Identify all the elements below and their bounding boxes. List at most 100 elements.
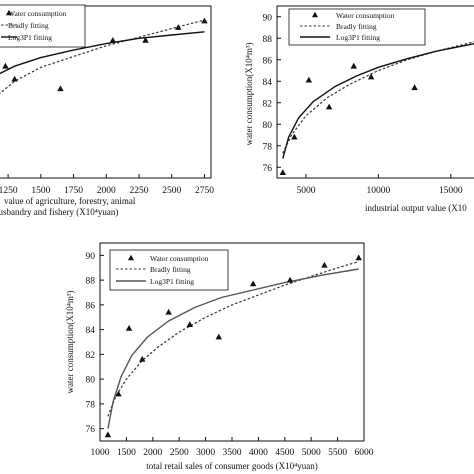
legend-marker-water (5, 9, 13, 16)
x-tick-label: 6000 (355, 448, 374, 458)
legend-label-water: Water consumption (150, 254, 209, 263)
x-tick-group: 1250 1500 1750 2000 2250 2500 2750 (0, 174, 214, 196)
water-consumption-point (142, 37, 149, 43)
y-tick-label: 88 (86, 277, 96, 287)
x-tick-label: 1250 (0, 186, 18, 196)
legend-label-bradly: Bradly fitting (336, 22, 377, 31)
log3p1-fit-line (107, 268, 359, 429)
water-consumption-point (165, 308, 172, 315)
legend-box (288, 8, 426, 46)
panel-retail: 1000 1500 2000 2500 3000 3500 4000 4500 5000 5500… (65, 242, 374, 471)
y-tick-label: 82 (263, 99, 273, 109)
y-tick-label: 76 (86, 425, 96, 435)
panel-industrial: 5000 10000 15000 76 78 80 82 84 86 88 90 Water con… (244, 5, 474, 213)
water-consumption-point (411, 84, 418, 91)
data-points (279, 62, 418, 176)
y-tick-label: 80 (86, 376, 96, 386)
legend-label-bradly: Bradly fitting (150, 265, 191, 274)
water-consumption-point (279, 169, 287, 176)
y-tick-label: 86 (263, 56, 273, 66)
legend-label-log3p1: Log3P1 fitting (150, 277, 194, 286)
water-consumption-point (104, 431, 112, 438)
y-tick-label: 90 (86, 252, 96, 262)
water-consumption-point (125, 324, 133, 331)
water-consumption-point (186, 321, 193, 328)
x-tick-label: 2750 (195, 186, 214, 196)
x-tick-label: 2000 (97, 186, 116, 196)
x-tick-label: 1500 (117, 448, 136, 458)
y-tick-label: 84 (86, 326, 96, 336)
fit-lines (282, 41, 474, 159)
tick-group: 5000 10000 15000 76 78 80 82 84 86 88 90 (263, 13, 463, 196)
water-consumption-point (321, 261, 328, 268)
x-tick-label: 1000 (91, 448, 110, 458)
legend-label-bradly: Bradly fitting (8, 21, 49, 30)
water-consumption-point (57, 85, 64, 92)
x-tick-label: 3000 (196, 448, 215, 458)
legend-label-log3p1: Log3P1 fitting (8, 33, 52, 42)
legend-marker-water (127, 254, 135, 261)
water-consumption-point (115, 390, 122, 397)
bradly-fit-line (282, 41, 474, 154)
x-tick-label: 3500 (223, 448, 242, 458)
water-consumption-point (286, 276, 294, 283)
water-consumption-point (2, 62, 9, 69)
water-consumption-point (215, 333, 223, 340)
log3p1-fit-line (0, 31, 205, 75)
x-tick-label: 15000 (439, 186, 463, 196)
x-tick-label: 4000 (249, 448, 268, 458)
x-tick-label: 5000 (302, 448, 321, 458)
water-consumption-point (249, 280, 257, 287)
plot-frame (0, 5, 212, 179)
legend: Water consumption Bradly fitting Log3P1 … (288, 8, 426, 46)
fit-lines (0, 19, 205, 95)
data-points (2, 17, 208, 92)
legend: Water consumption Bradly fitting Log3P1 … (0, 4, 86, 48)
y-tick-label: 84 (263, 78, 273, 88)
y-tick-label: 78 (263, 142, 273, 152)
water-consumption-point (305, 76, 313, 83)
x-tick-label: 5000 (296, 186, 315, 196)
y-tick-label: 78 (86, 400, 96, 410)
x-tick-label: 4500 (275, 448, 294, 458)
bradly-fit-line (0, 19, 205, 95)
water-consumption-point (201, 17, 208, 24)
x-axis-title: industrial output value (X10 (365, 203, 467, 213)
x-tick-label: 1500 (31, 186, 50, 196)
water-consumption-point (355, 254, 362, 261)
x-tick-label: 2000 (143, 448, 162, 458)
water-consumption-point (139, 355, 146, 362)
x-axis-title-line2: husbandry and fishery (X10⁴yuan) (0, 207, 118, 217)
x-tick-label: 2500 (162, 186, 181, 196)
legend-label-water: Water consumption (336, 11, 395, 20)
x-axis-title: total retail sales of consumer goods (X1… (146, 461, 318, 471)
y-axis-title: water consumption(X10⁴m³) (244, 42, 254, 145)
y-tick-label: 86 (86, 301, 96, 311)
y-tick-label: 88 (263, 35, 273, 45)
water-consumption-point (175, 24, 182, 30)
y-axis-title: water consumption(X10⁴m³) (65, 290, 75, 393)
y-tick-label: 90 (263, 13, 273, 23)
data-points (104, 254, 362, 438)
tick-group: 1000 1500 2000 2500 3000 3500 4000 4500 5000 5500… (86, 252, 374, 458)
legend: Water consumption Bradly fitting Log3P1 … (109, 249, 229, 291)
x-tick-label: 2250 (130, 186, 149, 196)
water-consumption-point (11, 75, 18, 82)
y-tick-label: 82 (86, 351, 96, 361)
x-tick-label: 5500 (328, 448, 347, 458)
y-tick-label: 76 (263, 164, 273, 174)
log3p1-fit-line (282, 43, 474, 159)
bradly-fit-line (107, 261, 359, 417)
legend-label-log3p1: Log3P1 fitting (336, 33, 380, 42)
x-tick-label: 10000 (367, 186, 391, 196)
legend-box (109, 249, 229, 291)
panel-agriculture: 1250 1500 1750 2000 2250 2500 2750 Water consu… (0, 4, 214, 217)
x-tick-label: 1750 (64, 186, 83, 196)
legend-label-water: Water consumption (8, 9, 67, 18)
y-tick-label: 80 (263, 121, 273, 131)
legend-marker-water (311, 11, 319, 18)
water-consumption-point (291, 133, 298, 140)
water-consumption-point (350, 62, 357, 69)
x-tick-label: 2500 (170, 448, 189, 458)
